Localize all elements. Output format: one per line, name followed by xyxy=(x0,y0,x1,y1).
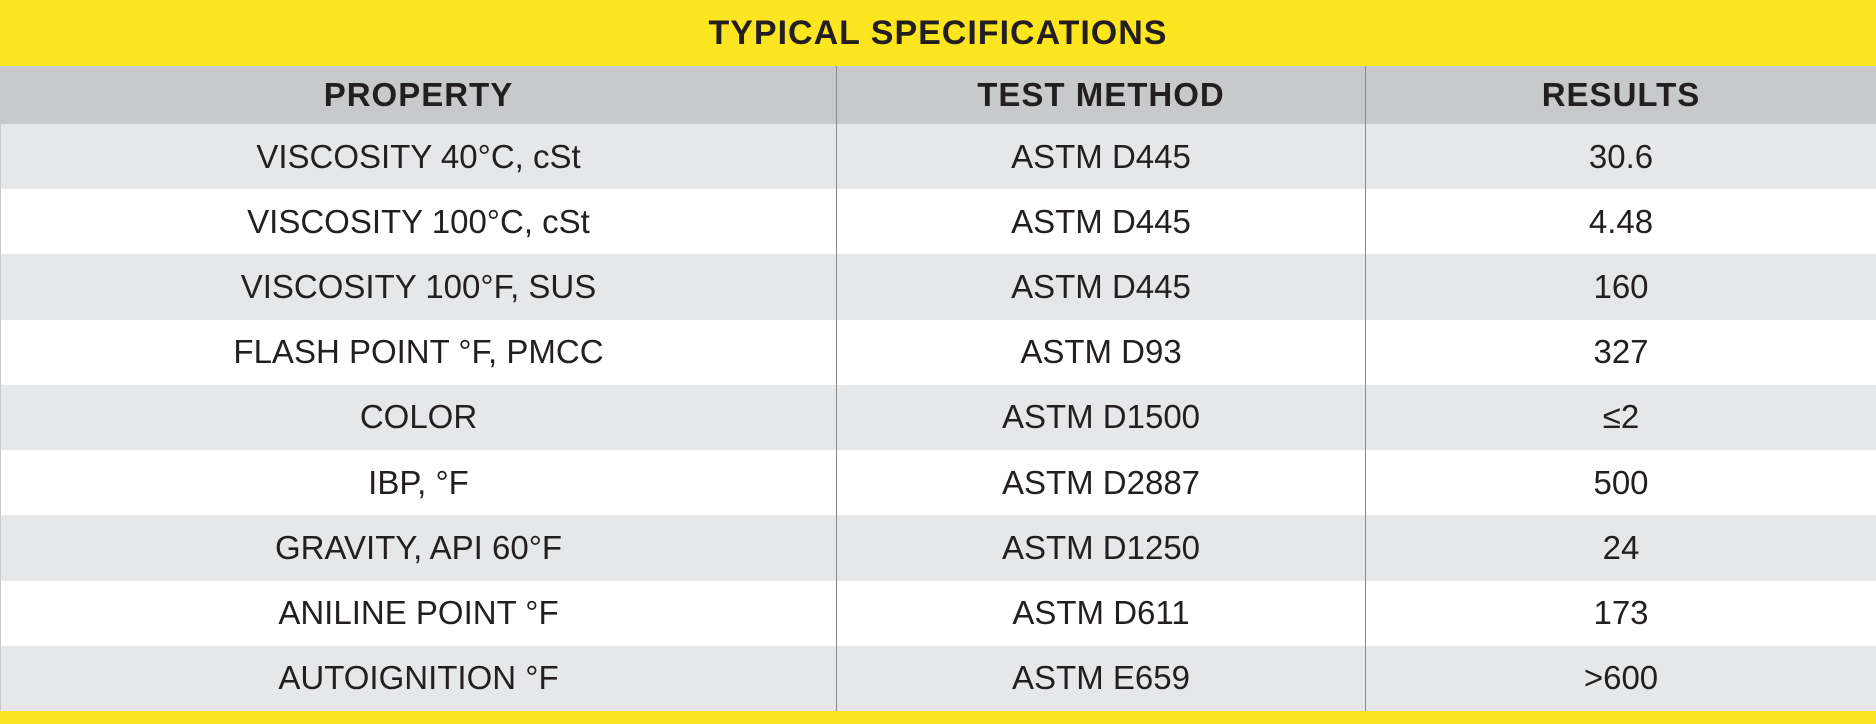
table-cell: ASTM D1500 xyxy=(836,384,1365,451)
table-cell: IBP, °F xyxy=(1,450,836,516)
table-cell: FLASH POINT °F, PMCC xyxy=(1,319,836,385)
table-cell: 327 xyxy=(1365,319,1876,385)
table-cell: VISCOSITY 40°C, cSt xyxy=(1,124,836,190)
column-header: TEST METHOD xyxy=(836,66,1365,124)
table-cell: ASTM E659 xyxy=(836,645,1365,711)
column-header: PROPERTY xyxy=(1,66,836,124)
left-border xyxy=(0,66,1,711)
table-cell: 24 xyxy=(1365,515,1876,581)
table-cell: ANILINE POINT °F xyxy=(1,580,836,646)
table-cell: ASTM D1250 xyxy=(836,515,1365,581)
table-cell: GRAVITY, API 60°F xyxy=(1,515,836,581)
table-cell: COLOR xyxy=(1,384,836,451)
table-cell: VISCOSITY 100°F, SUS xyxy=(1,254,836,320)
table-cell: >600 xyxy=(1365,645,1876,711)
table-cell: VISCOSITY 100°C, cSt xyxy=(1,189,836,255)
table-cell: ASTM D445 xyxy=(836,254,1365,320)
table-cell: ASTM D445 xyxy=(836,189,1365,255)
table-cell: 30.6 xyxy=(1365,124,1876,190)
table-cell: ASTM D445 xyxy=(836,124,1365,190)
title: TYPICAL SPECIFICATIONS xyxy=(708,13,1168,52)
table-cell: ASTM D93 xyxy=(836,319,1365,385)
table-cell: AUTOIGNITION °F xyxy=(1,645,836,711)
table-cell: 4.48 xyxy=(1365,189,1876,255)
table-cell: 160 xyxy=(1365,254,1876,320)
column-header: RESULTS xyxy=(1365,66,1876,124)
table-cell: 173 xyxy=(1365,580,1876,646)
spec-table: PROPERTY TEST METHOD RESULTS VISCOSITY 40°C… xyxy=(1,66,1876,711)
table-cell: ASTM D2887 xyxy=(836,450,1365,516)
table-cell: ASTM D611 xyxy=(836,580,1365,646)
table-cell: ≤2 xyxy=(1365,384,1876,451)
table-cell: 500 xyxy=(1365,450,1876,516)
